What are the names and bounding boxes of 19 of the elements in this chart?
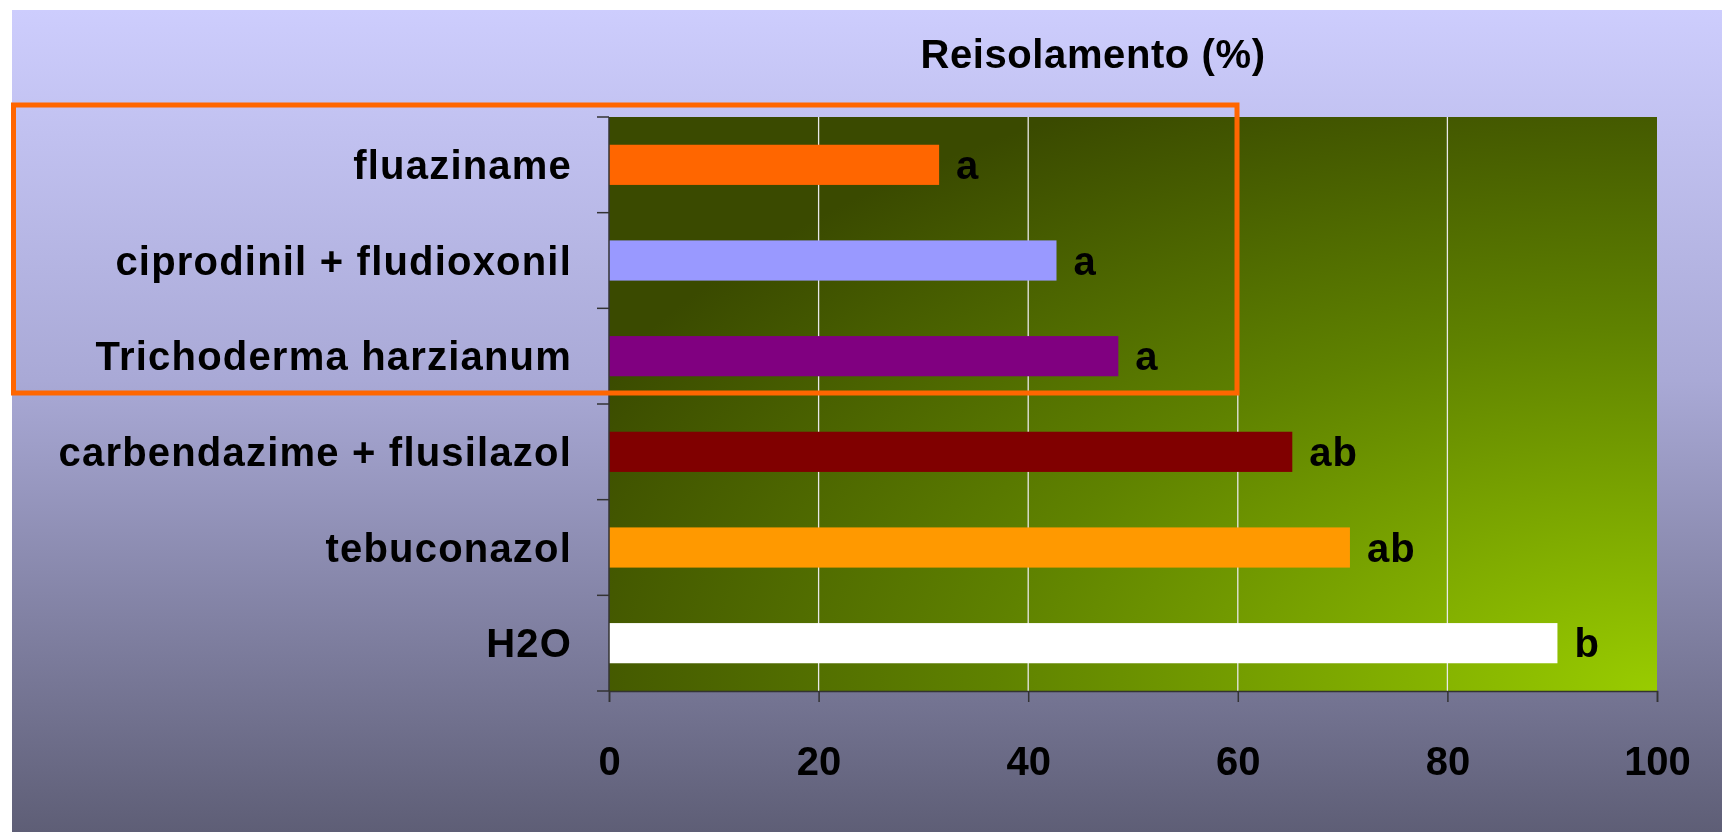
y-tick-label: ciprodinil + fludioxonil <box>115 238 572 283</box>
x-tick-label: 100 <box>1624 739 1691 784</box>
x-tick-label: 20 <box>796 739 842 784</box>
data-label: a <box>1073 238 1097 283</box>
data-label: a <box>1135 334 1159 379</box>
data-label: a <box>956 142 980 187</box>
data-label: ab <box>1309 429 1358 474</box>
data-label: b <box>1574 621 1600 666</box>
y-tick-label: fluaziname <box>353 142 572 187</box>
x-tick-label: 0 <box>598 739 621 784</box>
y-tick-label: tebuconazol <box>325 525 572 570</box>
data-label: ab <box>1366 525 1416 570</box>
x-tick-label: 80 <box>1425 739 1471 784</box>
y-tick-label: H2O <box>486 621 572 666</box>
chart-title: Reisolamento (%) <box>920 32 1266 76</box>
y-tick-label: carbendazime + flusilazol <box>58 429 572 474</box>
x-tick-label: 60 <box>1216 739 1261 784</box>
x-tick-label: 40 <box>1006 739 1051 784</box>
y-tick-label: Trichoderma harzianum <box>95 334 572 379</box>
